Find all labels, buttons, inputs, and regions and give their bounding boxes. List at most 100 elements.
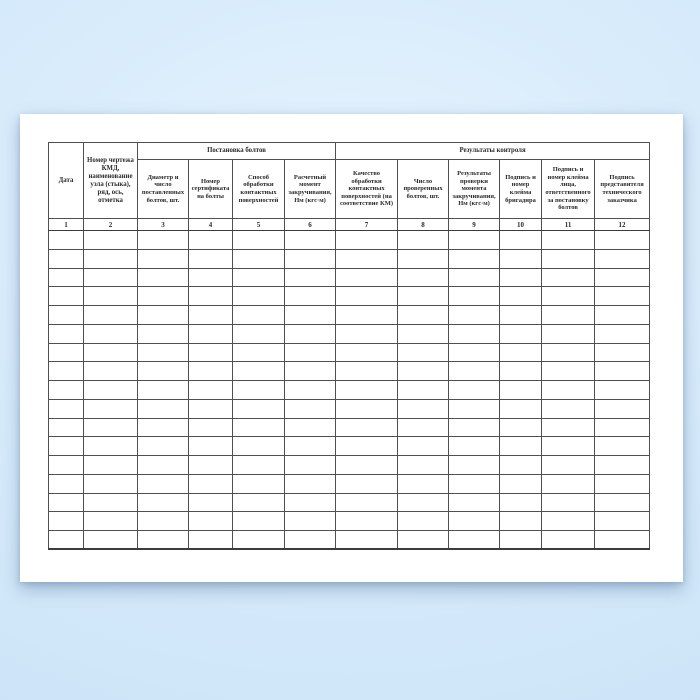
table-cell xyxy=(137,455,189,475)
table-cell xyxy=(137,286,189,306)
column-header-8: Число проверенных болтов, шт. xyxy=(397,159,450,219)
table-cell xyxy=(188,436,233,456)
table-cell xyxy=(48,417,84,438)
table-cell xyxy=(83,248,138,269)
table-cell xyxy=(335,305,399,325)
table-cell xyxy=(499,380,543,400)
table-cell xyxy=(232,361,285,381)
table-cell xyxy=(499,511,543,531)
table-cell xyxy=(448,417,501,438)
table-cell xyxy=(397,342,450,363)
table-cell xyxy=(397,436,450,456)
table-cell xyxy=(232,455,285,475)
table-cell xyxy=(283,473,337,494)
table-cell xyxy=(283,305,337,325)
table-cell xyxy=(594,267,651,288)
column-header-1: Дата xyxy=(48,142,84,219)
table-cell xyxy=(283,492,337,513)
table-cell xyxy=(137,492,189,513)
table-cell xyxy=(335,361,399,381)
table-row xyxy=(48,436,651,456)
table-cell xyxy=(48,511,84,531)
table-cell xyxy=(541,473,596,494)
column-header-10: Подпись и номер клейма бригадира xyxy=(499,159,543,219)
table-cell xyxy=(397,305,450,325)
column-number-5: 5 xyxy=(232,218,285,231)
table-cell xyxy=(499,455,543,475)
table-cell xyxy=(594,473,651,494)
table-cell xyxy=(83,380,138,400)
table-cell xyxy=(188,473,233,494)
group-header-2: Результаты контроля xyxy=(335,142,651,160)
table-cell xyxy=(137,398,189,419)
table-row xyxy=(48,511,651,531)
table-cell xyxy=(541,323,596,344)
table-cell xyxy=(448,286,501,306)
table-cell xyxy=(541,492,596,513)
table-cell xyxy=(594,248,651,269)
table-cell xyxy=(448,305,501,325)
table-header: Дата Номер чертежа КМД, наименование узла… xyxy=(48,142,651,231)
table-cell xyxy=(137,436,189,456)
table-cell xyxy=(137,380,189,400)
table-cell xyxy=(232,380,285,400)
table-cell xyxy=(137,342,189,363)
table-cell xyxy=(283,248,337,269)
table-cell xyxy=(335,286,399,306)
table-cell xyxy=(188,417,233,438)
table-cell xyxy=(188,380,233,400)
table-cell xyxy=(232,530,285,550)
table-cell xyxy=(188,398,233,419)
table-cell xyxy=(232,511,285,531)
table-row xyxy=(48,398,651,419)
table-cell xyxy=(283,417,337,438)
table-cell xyxy=(499,473,543,494)
table-cell xyxy=(397,455,450,475)
table-cell xyxy=(335,398,399,419)
table-cell xyxy=(594,492,651,513)
table-cell xyxy=(188,530,233,550)
table-cell xyxy=(499,230,543,250)
table-cell xyxy=(283,342,337,363)
table-cell xyxy=(83,267,138,288)
table-cell xyxy=(83,361,138,381)
table-cell xyxy=(188,267,233,288)
table-row xyxy=(48,230,651,250)
table-cell xyxy=(283,323,337,344)
table-cell xyxy=(335,267,399,288)
table-cell xyxy=(83,398,138,419)
column-header-3: Диаметр и число поставленных болтов, шт. xyxy=(137,159,189,219)
table-cell xyxy=(448,398,501,419)
table-cell xyxy=(448,230,501,250)
table-cell xyxy=(397,398,450,419)
table-row xyxy=(48,248,651,269)
table-cell xyxy=(48,361,84,381)
table-cell xyxy=(137,323,189,344)
paper-sheet: Дата Номер чертежа КМД, наименование узла… xyxy=(20,114,683,582)
table-cell xyxy=(397,361,450,381)
table-cell xyxy=(48,380,84,400)
table-cell xyxy=(232,286,285,306)
table-row xyxy=(48,323,651,344)
table-cell xyxy=(232,417,285,438)
table-cell xyxy=(232,436,285,456)
table-cell xyxy=(594,455,651,475)
column-header-11: Подпись и номер клейма лица, ответственн… xyxy=(541,159,596,219)
table-cell xyxy=(48,267,84,288)
table-cell xyxy=(594,230,651,250)
table-cell xyxy=(137,230,189,250)
column-header-9: Результаты проверки момента закручивания… xyxy=(448,159,501,219)
table-cell xyxy=(448,530,501,550)
table-row xyxy=(48,305,651,325)
table-cell xyxy=(397,248,450,269)
table-cell xyxy=(188,286,233,306)
table-cell xyxy=(188,361,233,381)
table-cell xyxy=(397,530,450,550)
table-cell xyxy=(594,342,651,363)
table-cell xyxy=(137,267,189,288)
table-cell xyxy=(232,323,285,344)
table-cell xyxy=(283,436,337,456)
table-cell xyxy=(397,286,450,306)
table-cell xyxy=(448,248,501,269)
table-cell xyxy=(188,511,233,531)
